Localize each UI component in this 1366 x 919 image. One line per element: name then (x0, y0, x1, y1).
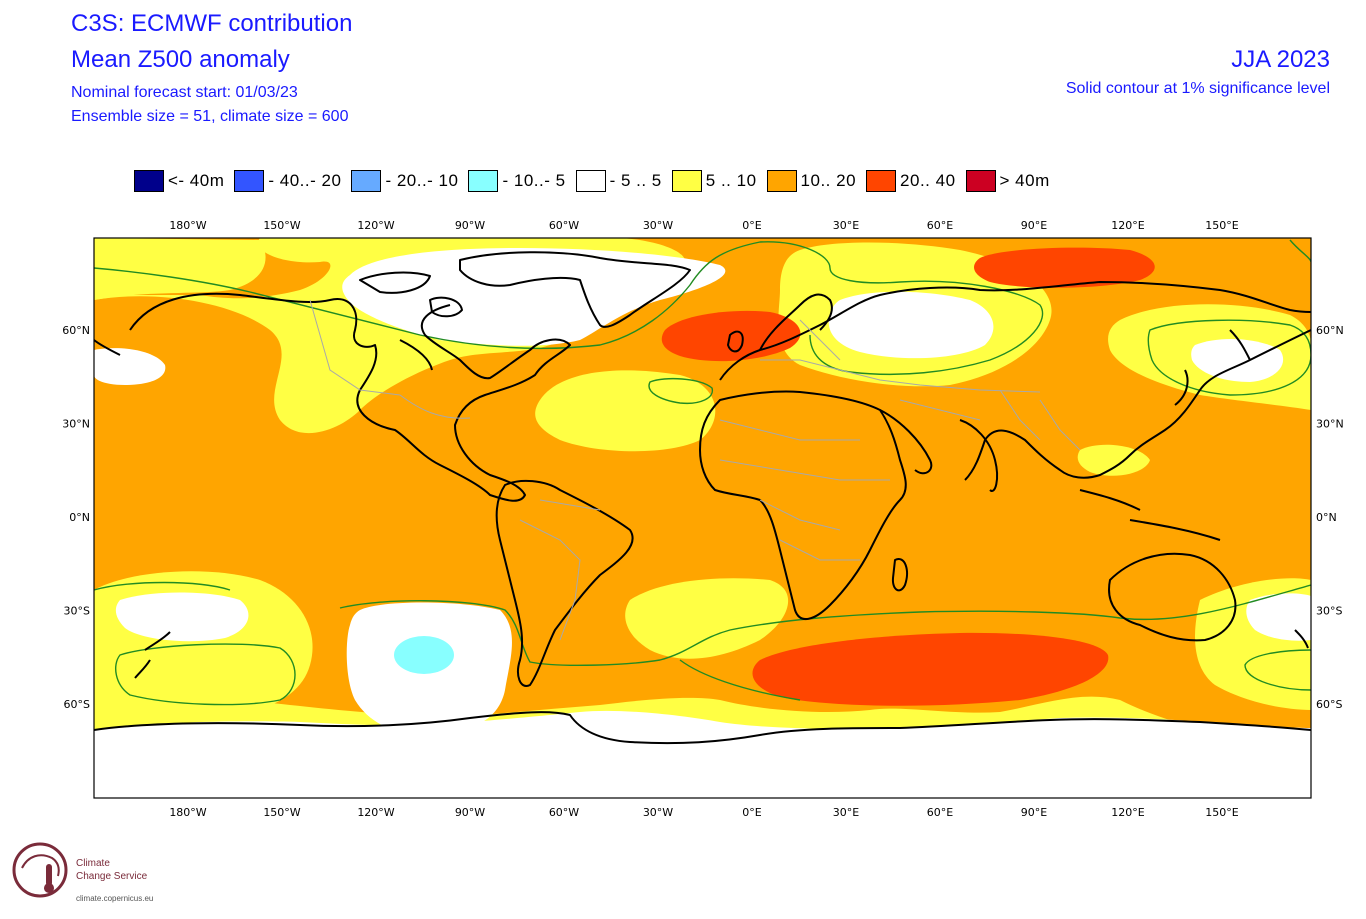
legend-label: - 40..- 20 (268, 171, 342, 190)
axis-tick-label: 180°W (169, 806, 206, 819)
axis-tick-label: 60°W (549, 806, 579, 819)
axis-tick-label: 30°N (1316, 418, 1344, 431)
axis-tick-label: 60°E (927, 219, 953, 232)
axis-tick-label: 0°N (69, 511, 90, 524)
axis-tick-label: 60°N (1316, 324, 1344, 337)
axis-tick-label: 60°S (1316, 698, 1342, 711)
legend-item: - 5 .. 5 (575, 170, 662, 192)
legend-item: > 40m (965, 170, 1050, 192)
axis-tick-label: 120°W (357, 219, 394, 232)
ensemble-size-text: Ensemble size = 51, climate size = 600 (71, 108, 349, 125)
axis-tick-label: 180°W (169, 219, 206, 232)
season-label: JJA 2023 (1231, 46, 1330, 73)
axis-tick-label: 150°E (1205, 806, 1238, 819)
latitude-ticks-left: 60°N 30°N 0°N 30°S 60°S (62, 324, 90, 711)
legend-item: 20.. 40 (866, 170, 956, 192)
significance-contours (94, 239, 1311, 706)
legend-swatch (134, 170, 164, 192)
legend-label: <- 40m (168, 171, 225, 190)
climate-logo-icon (12, 842, 68, 898)
legend-item: 5 .. 10 (671, 170, 757, 192)
axis-tick-label: 150°W (263, 219, 300, 232)
axis-tick-label: 120°E (1111, 806, 1144, 819)
color-legend: <- 40m - 40..- 20 - 20..- 10 - 10..- 5 - 5 .… (134, 168, 1060, 194)
copernicus-logo[interactable]: Climate Change Service climate.copernicu… (10, 838, 190, 913)
logo-text-line1: Climate (76, 858, 110, 869)
legend-item: - 40..- 20 (234, 170, 341, 192)
axis-tick-label: 90°W (455, 219, 485, 232)
axis-tick-label: 30°E (833, 219, 859, 232)
axis-tick-label: 30°W (643, 806, 673, 819)
axis-tick-label: 30°S (1316, 605, 1342, 618)
map-subtitle: Mean Z500 anomaly (71, 46, 290, 73)
axis-tick-label: 60°S (64, 698, 90, 711)
axis-tick-label: 60°N (62, 324, 90, 337)
longitude-ticks-top: 180°W 150°W 120°W 90°W 60°W 30°W 0°E 30°E 60°E 90… (169, 219, 1238, 232)
longitude-ticks-bottom: 180°W 150°W 120°W 90°W 60°W 30°W 0°E 30°E 60°E 90… (169, 806, 1238, 819)
axis-tick-label: 0°E (742, 806, 761, 819)
axis-tick-label: 30°E (833, 806, 859, 819)
axis-tick-label: 120°E (1111, 219, 1144, 232)
axis-tick-label: 30°N (62, 418, 90, 431)
axis-tick-label: 150°W (263, 806, 300, 819)
legend-label: 10.. 20 (800, 171, 857, 190)
axis-tick-label: 90°E (1021, 219, 1047, 232)
legend-swatch (766, 170, 797, 192)
legend-label: 5 .. 10 (705, 171, 757, 190)
axis-tick-label: 120°W (357, 806, 394, 819)
legend-swatch (351, 170, 382, 192)
logo-text-line2: Change Service (76, 871, 148, 882)
map-frame (93, 237, 1312, 799)
coastlines (94, 251, 1311, 745)
axis-tick-label: 30°S (64, 605, 90, 618)
axis-tick-label: 60°W (549, 219, 579, 232)
legend-label: > 40m (999, 171, 1050, 190)
axis-tick-label: 150°E (1205, 219, 1238, 232)
axis-tick-label: 0°E (742, 219, 761, 232)
axis-tick-label: 60°E (927, 806, 953, 819)
legend-item: - 10..- 5 (468, 170, 565, 192)
legend-label: - 10..- 5 (502, 171, 566, 190)
legend-item: <- 40m (134, 170, 224, 192)
anomaly-negative-spot (394, 636, 454, 674)
significance-note: Solid contour at 1% significance level (1065, 80, 1330, 97)
country-borders (309, 299, 1081, 641)
axis-tick-label: 90°E (1021, 806, 1047, 819)
axis-tick-label: 90°W (455, 806, 485, 819)
map-title: C3S: ECMWF contribution (71, 10, 353, 37)
forecast-start-text: Nominal forecast start: 01/03/23 (71, 84, 298, 101)
legend-swatch (468, 170, 499, 192)
legend-item: - 20..- 10 (351, 170, 458, 192)
logo-url: climate.copernicus.eu (76, 894, 154, 903)
latitude-ticks-right: 60°N 30°N 0°N 30°S 60°S (1316, 324, 1344, 711)
legend-swatch (965, 170, 996, 192)
legend-swatch (866, 170, 897, 192)
legend-swatch (234, 170, 265, 192)
legend-item: 10.. 20 (766, 170, 857, 192)
legend-swatch (575, 170, 606, 192)
axis-tick-label: 0°N (1316, 511, 1337, 524)
legend-label: - 5 .. 5 (609, 171, 662, 190)
legend-swatch (671, 170, 702, 192)
legend-label: 20.. 40 (900, 171, 956, 190)
axis-tick-label: 30°W (643, 219, 673, 232)
legend-label: - 20..- 10 (385, 171, 459, 190)
anomaly-neutral-regions (94, 248, 1311, 798)
